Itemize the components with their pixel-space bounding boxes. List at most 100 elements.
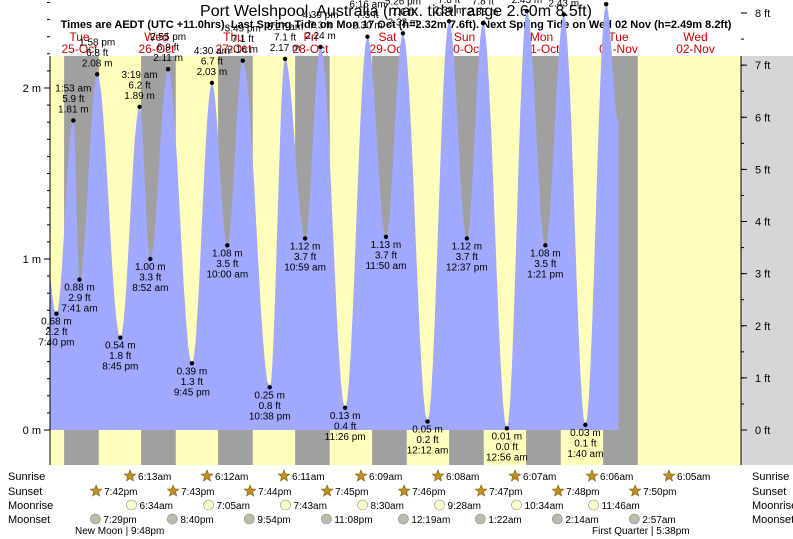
extreme-point — [400, 31, 406, 36]
extreme-label: 1:40 am — [567, 449, 603, 460]
row-label-right: Moonset — [752, 514, 793, 526]
extreme-point — [77, 277, 82, 282]
moon-phase-label: New Moon | 9:48pm — [75, 526, 164, 537]
extreme-label: 2.08 m — [82, 58, 113, 69]
sun-star-icon — [397, 484, 411, 497]
sunrise-time: 6:08am — [446, 472, 479, 483]
extreme-label: 12:37 pm — [446, 262, 488, 273]
extreme-label: 1.12 m — [452, 241, 483, 252]
moonrise-icon — [357, 499, 368, 511]
extreme-label: 7.1 ft — [232, 34, 254, 45]
extreme-label: 3.7 ft — [456, 252, 478, 263]
moonset-icon — [398, 513, 409, 525]
extreme-point — [282, 56, 288, 62]
extreme-point — [383, 234, 389, 239]
day-label-date: 26-Oct — [138, 42, 175, 56]
extreme-labels: 0.68 m2.2 ft7:40 pm 1:53 am5.9 ft1.81 m 0.… — [38, 0, 609, 463]
sunset-time: 7:44pm — [258, 487, 291, 498]
moonset-time: 11:08pm — [334, 515, 372, 526]
extreme-label: 5:26 pm — [385, 0, 421, 7]
sunset-time: 7:50pm — [643, 487, 676, 498]
row-label-left: Moonrise — [8, 500, 53, 512]
row-label-right: Sunrise — [752, 471, 789, 483]
extreme-point — [446, 19, 452, 24]
row-label-right: Moonrise — [752, 500, 793, 512]
extreme-point — [209, 80, 215, 86]
sun-star-icon — [474, 484, 488, 497]
extreme-label: 7.8 ft — [472, 0, 494, 8]
extreme-label: 2.11 m — [153, 53, 183, 64]
extreme-label: 1.81 m — [58, 104, 89, 115]
extreme-label: 2.2 ft — [45, 327, 67, 338]
extreme-point — [543, 243, 548, 248]
day-label-dow: Tue — [69, 30, 90, 44]
right-tick-label: 7 ft — [755, 60, 770, 72]
extreme-label: 1.12 m — [290, 241, 321, 252]
extreme-label: 5.9 ft — [62, 94, 84, 105]
extreme-label: 6.2 ft — [128, 80, 150, 91]
extreme-label: 4:39 pm — [302, 10, 338, 21]
extreme-label: 7.6 ft — [392, 7, 414, 18]
right-axis-bg — [741, 56, 793, 465]
extreme-point — [464, 236, 470, 241]
sunrise-time: 6:09am — [369, 472, 402, 483]
sun-star-icon — [508, 469, 522, 482]
extreme-label: 2.24 m — [305, 31, 336, 42]
moonset-icon — [167, 513, 178, 525]
extreme-label: 10:00 am — [206, 269, 248, 280]
extreme-point — [504, 426, 510, 431]
sun-star-icon — [243, 484, 257, 497]
sun-star-icon — [551, 484, 565, 497]
right-tick-label: 8 ft — [755, 8, 770, 20]
extreme-label: 8:45 pm — [102, 362, 138, 373]
moonrise-icon — [588, 499, 599, 511]
extreme-label: 0.39 m — [177, 366, 208, 377]
left-tick-label: 0 m — [23, 425, 41, 437]
moonrise-time: 9:28am — [448, 501, 481, 512]
extreme-label: 6.9 ft — [157, 43, 179, 54]
extreme-label: 6:16 am — [349, 0, 385, 11]
right-tick-label: 1 ft — [755, 373, 770, 385]
sunset-time: 7:42pm — [104, 487, 137, 498]
moonset-time: 9:54pm — [257, 515, 290, 526]
extreme-point — [95, 72, 100, 77]
day-label-dow: Wed — [144, 30, 168, 44]
moonrise-icon — [203, 499, 214, 511]
sun-star-icon — [200, 469, 214, 482]
sunset-time: 7:47pm — [489, 487, 522, 498]
extreme-point — [561, 12, 567, 17]
sunrise-time: 6:07am — [523, 472, 556, 483]
right-tick-label: 2 ft — [755, 321, 770, 333]
extreme-label: 2.16 m — [227, 45, 258, 56]
sun-star-icon — [585, 469, 599, 482]
extreme-label: 2:55 pm — [150, 32, 186, 43]
extreme-point — [118, 335, 123, 340]
moonrise-time: 8:30am — [371, 501, 404, 512]
day-label-date: 29-Oct — [369, 42, 406, 56]
extreme-label: 0.25 m — [254, 390, 285, 401]
extreme-point — [240, 58, 245, 63]
extreme-label: 1.89 m — [124, 91, 155, 102]
right-tick-label: 3 ft — [755, 269, 770, 281]
extreme-label: 7:41 am — [61, 304, 97, 315]
sun-star-icon — [166, 484, 180, 497]
sun-star-icon — [354, 469, 368, 482]
right-tick-label: 0 ft — [755, 425, 770, 437]
tide-curve — [33, 4, 619, 430]
sunset-time: 7:45pm — [335, 487, 368, 498]
moonrise-icon — [280, 499, 291, 511]
right-tick-label: 5 ft — [755, 164, 770, 176]
extreme-label: 0.88 m — [64, 283, 95, 294]
day-label-dow: Mon — [530, 30, 553, 44]
extreme-label: 1.8 ft — [109, 351, 131, 362]
extreme-label: 7:40 pm — [38, 338, 74, 349]
extreme-label: 2.30 m — [352, 21, 383, 32]
extreme-label: 11:50 am — [365, 261, 406, 272]
moonrise-time: 10:34am — [525, 501, 564, 512]
sunset-time: 7:43pm — [181, 487, 214, 498]
astro-rows: Sunrise Sunrise 6:13am 6:12am 6:11am 6:09am 6:… — [8, 469, 793, 537]
extreme-point — [267, 385, 272, 390]
sun-star-icon — [628, 484, 642, 497]
